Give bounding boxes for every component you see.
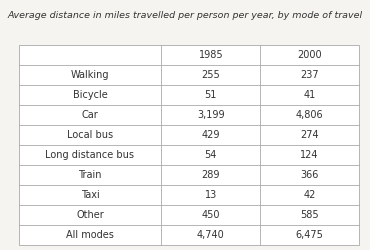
Text: 124: 124: [300, 150, 319, 160]
Text: 237: 237: [300, 70, 319, 80]
Text: Train: Train: [78, 170, 102, 180]
Text: 54: 54: [205, 150, 217, 160]
Bar: [18, 45, 359, 245]
Text: 255: 255: [201, 70, 220, 80]
Text: 366: 366: [300, 170, 319, 180]
Text: 429: 429: [202, 130, 220, 140]
Text: 3,199: 3,199: [197, 110, 225, 120]
Text: 6,475: 6,475: [296, 230, 323, 240]
Text: 4,806: 4,806: [296, 110, 323, 120]
Text: All modes: All modes: [66, 230, 114, 240]
Text: Other: Other: [76, 210, 104, 220]
Text: 450: 450: [202, 210, 220, 220]
Text: Long distance bus: Long distance bus: [46, 150, 134, 160]
Text: Taxi: Taxi: [81, 190, 100, 200]
Text: 1985: 1985: [199, 50, 223, 60]
Text: 4,740: 4,740: [197, 230, 225, 240]
Text: Average distance in miles travelled per person per year, by mode of travel: Average distance in miles travelled per …: [7, 11, 363, 20]
Text: 2000: 2000: [297, 50, 322, 60]
Text: Walking: Walking: [71, 70, 109, 80]
Text: 51: 51: [205, 90, 217, 100]
Text: 274: 274: [300, 130, 319, 140]
Text: 41: 41: [303, 90, 316, 100]
Text: 13: 13: [205, 190, 217, 200]
Text: Car: Car: [82, 110, 98, 120]
Text: 585: 585: [300, 210, 319, 220]
Text: Bicycle: Bicycle: [73, 90, 107, 100]
Text: 42: 42: [303, 190, 316, 200]
Text: Local bus: Local bus: [67, 130, 113, 140]
Text: 289: 289: [202, 170, 220, 180]
